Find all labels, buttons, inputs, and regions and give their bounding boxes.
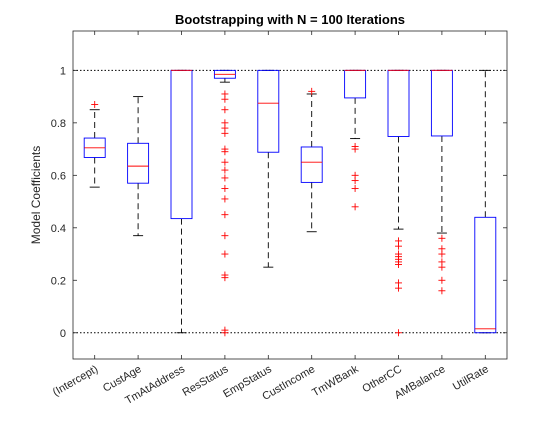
y-tick-label: 0.8 — [51, 118, 66, 130]
box-iqr — [300, 146, 323, 183]
box-(Intercept) — [83, 100, 106, 188]
outlier-point — [351, 145, 359, 153]
boxes-group — [83, 69, 497, 337]
plot-area-background — [73, 31, 507, 359]
box-TmAtAddress — [170, 69, 193, 334]
box-EmpStatus — [257, 69, 280, 268]
y-axis: 0 0.2 0.4 0.6 0.8 1 — [51, 65, 507, 340]
y-tick-label: 0 — [60, 328, 66, 340]
outlier-point — [395, 242, 402, 250]
x-tick-label: UtilRate — [451, 363, 491, 393]
y-tick-label: 1 — [60, 65, 66, 77]
box-CustAge — [127, 96, 150, 237]
outlier-point — [351, 203, 359, 211]
outlier-point — [221, 232, 229, 240]
outlier-point — [438, 234, 446, 242]
outlier-point — [221, 211, 229, 219]
outlier-point — [221, 329, 229, 337]
outlier-point — [221, 95, 229, 103]
box-iqr — [257, 69, 280, 153]
y-tick-label: 0.2 — [51, 275, 66, 287]
chart-title: Bootstrapping with N = 100 Iterations — [175, 12, 405, 27]
outlier-point — [438, 276, 446, 284]
outlier-point — [221, 184, 229, 192]
box-UtilRate — [474, 69, 497, 334]
outlier-point — [351, 184, 359, 192]
box-TmWBank — [344, 69, 367, 211]
outlier-point — [221, 250, 229, 258]
outlier-point — [221, 148, 229, 156]
outlier-point — [395, 284, 402, 292]
box-ResStatus — [213, 69, 236, 337]
outlier-point — [221, 195, 229, 203]
outlier-point — [351, 177, 359, 185]
outlier-point — [438, 250, 446, 258]
outlier-point — [221, 274, 229, 282]
outlier-point — [221, 166, 229, 174]
y-tick-label: 0.4 — [51, 223, 66, 235]
outlier-point — [438, 287, 446, 295]
outlier-point — [91, 100, 99, 108]
box-AMBalance — [430, 69, 453, 295]
outlier-point — [438, 263, 446, 271]
x-tick-label: (Intercept) — [51, 363, 100, 398]
box-CustIncome — [300, 87, 323, 233]
outlier-point — [395, 261, 402, 269]
outlier-point — [221, 106, 229, 114]
y-tick-label: 0.6 — [51, 170, 66, 182]
box-iqr — [474, 216, 497, 334]
outlier-point — [221, 129, 229, 137]
outlier-point — [395, 329, 402, 337]
y-axis-label: Model Coefficients — [29, 146, 43, 245]
plot-area-frame — [72, 30, 508, 360]
outlier-point — [221, 174, 229, 182]
box-OtherCC — [387, 69, 410, 337]
outlier-point — [308, 87, 316, 95]
outlier-point — [221, 158, 229, 166]
box-iqr — [127, 142, 150, 184]
x-tick-label: TmWBank — [310, 363, 361, 399]
